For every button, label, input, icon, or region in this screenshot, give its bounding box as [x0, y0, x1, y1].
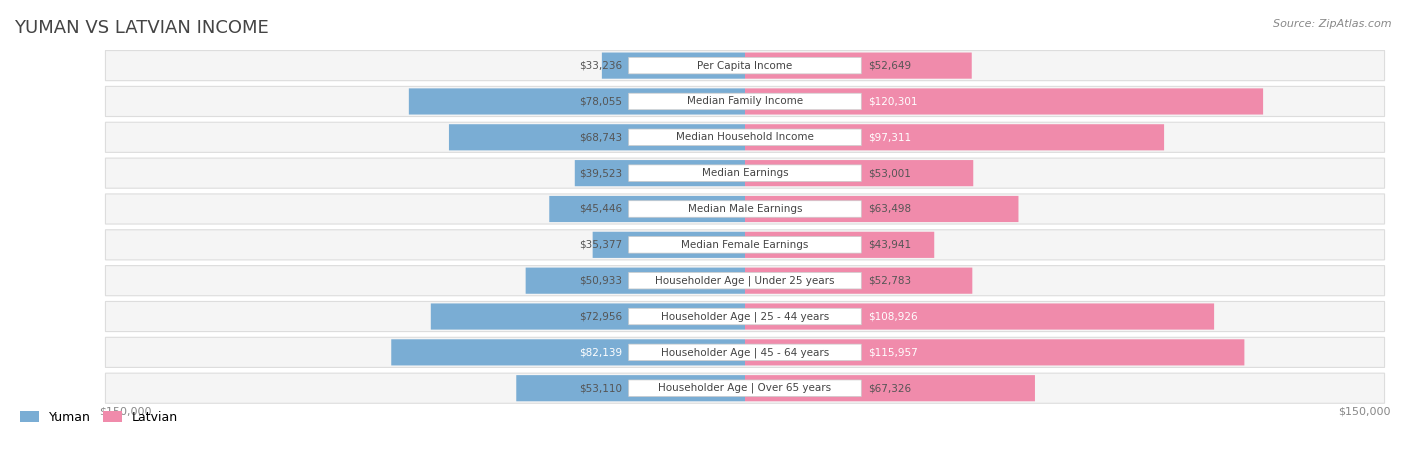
FancyBboxPatch shape [575, 160, 745, 186]
FancyBboxPatch shape [745, 124, 1164, 150]
Text: $63,498: $63,498 [868, 204, 911, 214]
FancyBboxPatch shape [628, 93, 862, 110]
Text: $97,311: $97,311 [868, 132, 911, 142]
FancyBboxPatch shape [105, 158, 1385, 188]
Text: YUMAN VS LATVIAN INCOME: YUMAN VS LATVIAN INCOME [14, 19, 269, 37]
FancyBboxPatch shape [430, 304, 745, 330]
Text: Householder Age | Under 25 years: Householder Age | Under 25 years [655, 276, 835, 286]
FancyBboxPatch shape [105, 230, 1385, 260]
Text: Source: ZipAtlas.com: Source: ZipAtlas.com [1274, 19, 1392, 28]
FancyBboxPatch shape [628, 308, 862, 325]
Text: $52,783: $52,783 [868, 276, 911, 286]
FancyBboxPatch shape [745, 375, 1035, 401]
Legend: Yuman, Latvian: Yuman, Latvian [15, 405, 183, 429]
FancyBboxPatch shape [628, 165, 862, 181]
Text: $68,743: $68,743 [579, 132, 623, 142]
FancyBboxPatch shape [628, 129, 862, 146]
Text: $43,941: $43,941 [868, 240, 911, 250]
Text: $39,523: $39,523 [579, 168, 623, 178]
FancyBboxPatch shape [409, 88, 745, 114]
FancyBboxPatch shape [516, 375, 745, 401]
FancyBboxPatch shape [105, 194, 1385, 224]
Text: $150,000: $150,000 [98, 406, 152, 416]
Text: $53,110: $53,110 [579, 383, 623, 393]
Text: Median Earnings: Median Earnings [702, 168, 789, 178]
FancyBboxPatch shape [526, 268, 745, 294]
FancyBboxPatch shape [745, 268, 973, 294]
Text: Median Family Income: Median Family Income [688, 97, 803, 106]
Text: $67,326: $67,326 [868, 383, 911, 393]
Text: $33,236: $33,236 [579, 61, 623, 71]
Text: Householder Age | 25 - 44 years: Householder Age | 25 - 44 years [661, 311, 830, 322]
FancyBboxPatch shape [105, 50, 1385, 81]
FancyBboxPatch shape [105, 266, 1385, 296]
FancyBboxPatch shape [628, 57, 862, 74]
FancyBboxPatch shape [628, 272, 862, 289]
Text: $120,301: $120,301 [868, 97, 917, 106]
FancyBboxPatch shape [745, 52, 972, 79]
Text: $35,377: $35,377 [579, 240, 623, 250]
Text: Per Capita Income: Per Capita Income [697, 61, 793, 71]
FancyBboxPatch shape [745, 196, 1018, 222]
FancyBboxPatch shape [628, 201, 862, 217]
FancyBboxPatch shape [628, 344, 862, 361]
Text: Median Male Earnings: Median Male Earnings [688, 204, 803, 214]
Text: $150,000: $150,000 [1339, 406, 1391, 416]
Text: $45,446: $45,446 [579, 204, 623, 214]
FancyBboxPatch shape [105, 122, 1385, 152]
Text: $115,957: $115,957 [868, 347, 918, 357]
Text: $72,956: $72,956 [579, 311, 623, 321]
FancyBboxPatch shape [105, 302, 1385, 332]
FancyBboxPatch shape [391, 340, 745, 366]
Text: Householder Age | Over 65 years: Householder Age | Over 65 years [658, 383, 831, 394]
FancyBboxPatch shape [105, 337, 1385, 368]
Text: Median Household Income: Median Household Income [676, 132, 814, 142]
Text: Median Female Earnings: Median Female Earnings [682, 240, 808, 250]
FancyBboxPatch shape [628, 380, 862, 396]
FancyBboxPatch shape [449, 124, 745, 150]
FancyBboxPatch shape [550, 196, 745, 222]
Text: $82,139: $82,139 [579, 347, 623, 357]
FancyBboxPatch shape [628, 237, 862, 253]
Text: $78,055: $78,055 [579, 97, 623, 106]
FancyBboxPatch shape [105, 86, 1385, 116]
FancyBboxPatch shape [105, 373, 1385, 403]
Text: $52,649: $52,649 [868, 61, 911, 71]
Text: $53,001: $53,001 [868, 168, 911, 178]
FancyBboxPatch shape [745, 232, 934, 258]
FancyBboxPatch shape [745, 88, 1263, 114]
FancyBboxPatch shape [745, 340, 1244, 366]
Text: Householder Age | 45 - 64 years: Householder Age | 45 - 64 years [661, 347, 830, 358]
FancyBboxPatch shape [602, 52, 745, 79]
Text: $108,926: $108,926 [868, 311, 917, 321]
FancyBboxPatch shape [593, 232, 745, 258]
FancyBboxPatch shape [745, 304, 1215, 330]
Text: $50,933: $50,933 [579, 276, 623, 286]
FancyBboxPatch shape [745, 160, 973, 186]
